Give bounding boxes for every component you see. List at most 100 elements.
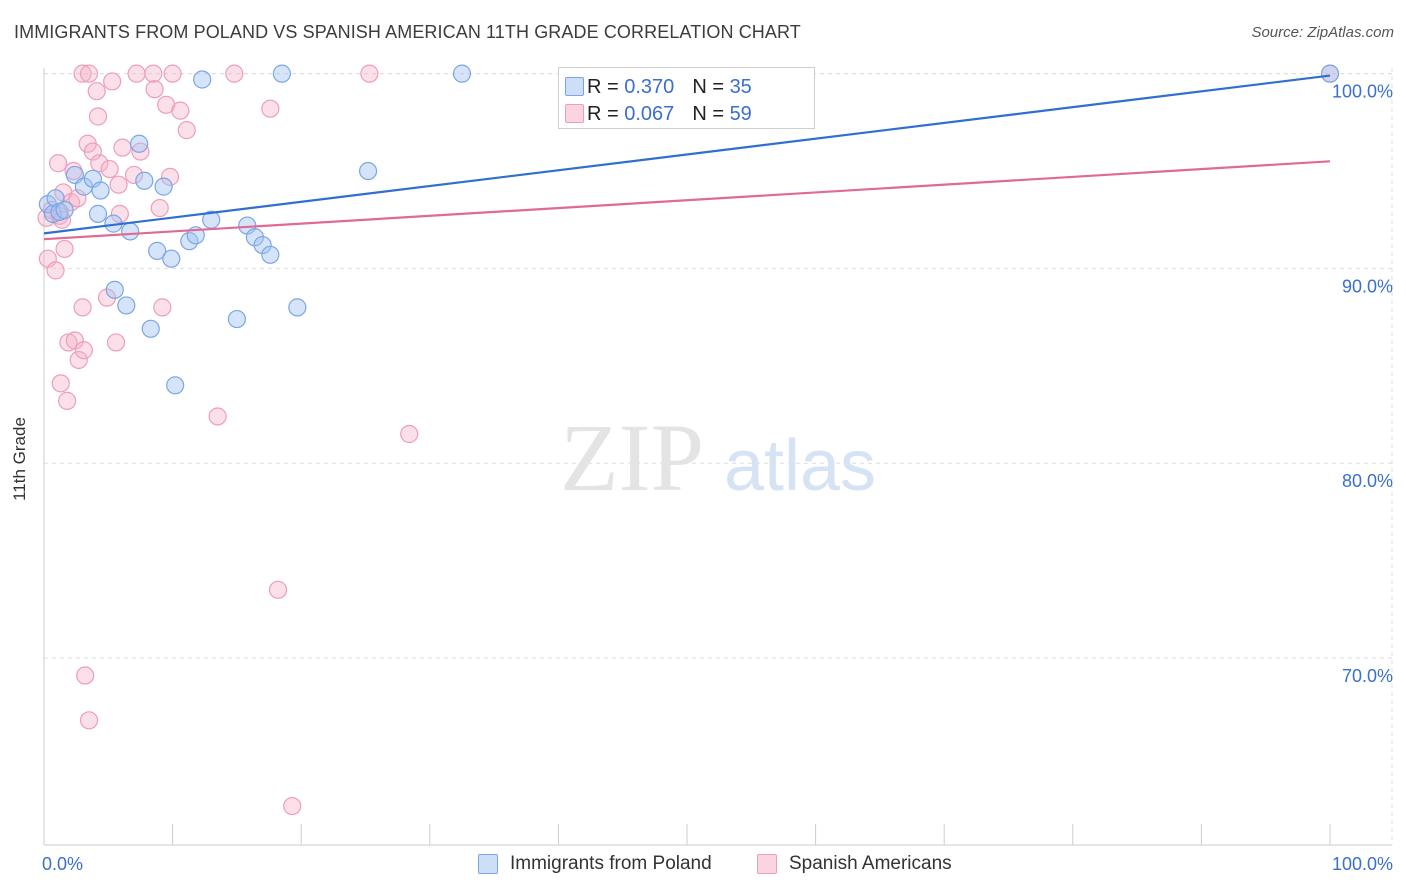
spanish-point-22 (79, 711, 99, 730)
spanish-point-34 (113, 138, 132, 157)
stats-legend-row-poland: R = 0.370 N = 35 (565, 75, 752, 99)
spanish-point-36 (127, 64, 146, 83)
x-tick-label-0: 0.0% (42, 854, 83, 874)
y-tick-label-3: 70.0% (1342, 666, 1393, 686)
spanish-point-16 (69, 350, 88, 370)
spanish-point-44 (163, 64, 182, 83)
spanish-point-20 (76, 666, 95, 685)
poland-point-8 (91, 181, 110, 200)
spanish-point-9 (55, 239, 74, 259)
series-spanish-americans-points (37, 64, 1340, 816)
poland-point-4 (55, 200, 74, 220)
spanish-point-17 (73, 64, 92, 83)
legend-poland-label: Immigrants from Poland (510, 853, 712, 874)
spanish-point-47 (208, 407, 227, 426)
spanish-point-4 (49, 154, 68, 173)
poland-point-30 (272, 64, 292, 83)
y-tick-label-2: 80.0% (1342, 471, 1393, 491)
spanish-n-value: 59 (729, 102, 752, 125)
legend-item-poland[interactable]: Immigrants from Poland (478, 850, 712, 878)
spanish-point-28 (97, 288, 117, 307)
spanish-point-37 (131, 142, 150, 161)
spanish-point-25 (87, 82, 106, 101)
spanish-point-26 (88, 107, 108, 126)
spanish-point-49 (261, 99, 280, 118)
legend-poland-swatch (478, 854, 498, 874)
poland-point-32 (358, 161, 378, 181)
poland-point-29 (261, 245, 280, 264)
gridlines (44, 68, 1393, 845)
poland-n-label: N = (692, 75, 724, 98)
spanish-point-46 (177, 121, 196, 140)
legend-item-spanish[interactable]: Spanish Americans (757, 850, 952, 878)
spanish-point-39 (145, 80, 164, 99)
chart-source: Source: ZipAtlas.com (1251, 24, 1394, 41)
spanish-point-6 (51, 374, 70, 393)
poland-point-12 (117, 296, 136, 315)
spanish-point-19 (74, 341, 93, 360)
spanish-point-48 (225, 64, 244, 83)
poland-point-19 (162, 249, 181, 268)
spanish-point-50 (268, 580, 288, 599)
tick-labels: 100.0% 90.0% 80.0% 70.0% 0.0% 100.0% (42, 82, 1393, 874)
y-tick-label-1: 90.0% (1342, 276, 1393, 296)
spanish-point-52 (360, 64, 379, 83)
spanish-r-label: R = (587, 102, 619, 125)
stats-legend: R = 0.370 N = 35 R = 0.067 N = 59 (558, 67, 815, 129)
spanish-n-label: N = (692, 102, 724, 125)
axes (43, 68, 1392, 846)
spanish-point-33 (110, 204, 129, 223)
poland-point-9 (88, 204, 108, 223)
trend-line-poland (43, 74, 1331, 235)
stats-legend-row-spanish: R = 0.067 N = 59 (565, 102, 752, 126)
spanish-point-51 (283, 796, 302, 816)
spanish-point-29 (100, 159, 119, 179)
poland-point-15 (135, 171, 154, 190)
spanish-point-41 (153, 298, 172, 317)
poland-point-13 (121, 222, 140, 241)
poland-point-11 (105, 280, 124, 299)
poland-point-1 (43, 204, 63, 223)
poland-point-18 (154, 177, 173, 196)
spanish-point-45 (171, 101, 190, 120)
watermark-atlas: atlas (724, 426, 876, 506)
watermark-zip: ZIP (560, 404, 704, 511)
chart-title: IMMIGRANTS FROM POLAND VS SPANISH AMERIC… (14, 22, 801, 42)
spanish-point-11 (59, 333, 78, 352)
spanish-point-32 (109, 175, 128, 194)
spanish-point-18 (73, 298, 92, 317)
spanish-point-23 (79, 64, 99, 83)
spanish-point-43 (160, 167, 180, 186)
poland-point-33 (452, 64, 472, 83)
y-tick-label-0: 100.0% (1332, 82, 1393, 102)
poland-point-14 (130, 134, 149, 153)
spanish-point-31 (106, 333, 126, 352)
poland-point-27 (245, 228, 265, 247)
poland-point-34 (1320, 64, 1340, 83)
poland-r-value: 0.370 (624, 75, 675, 98)
poland-point-31 (288, 298, 307, 317)
spanish-point-38 (144, 64, 163, 83)
x-tick-label-1: 100.0% (1332, 854, 1393, 874)
spanish-point-40 (150, 198, 169, 218)
poland-point-25 (227, 309, 246, 329)
spanish-r-value: 0.067 (624, 102, 675, 125)
spanish-point-3 (46, 261, 65, 280)
poland-point-28 (253, 235, 272, 255)
spanish-point-53 (400, 424, 419, 444)
spanish-point-35 (124, 165, 144, 185)
trend-lines (43, 74, 1331, 241)
poland-point-20 (166, 376, 185, 395)
poland-r-label: R = (587, 75, 619, 98)
poland-point-23 (193, 70, 212, 89)
poland-point-17 (148, 241, 167, 260)
spanish-point-15 (68, 189, 87, 208)
legend-spanish-swatch (757, 854, 777, 874)
spanish-point-30 (103, 72, 122, 91)
poland-swatch (565, 77, 584, 96)
trend-line-spanish (43, 160, 1331, 241)
legend-spanish-label: Spanish Americans (789, 853, 952, 874)
watermark: ZIP atlas (560, 404, 876, 511)
poland-point-16 (141, 319, 160, 338)
